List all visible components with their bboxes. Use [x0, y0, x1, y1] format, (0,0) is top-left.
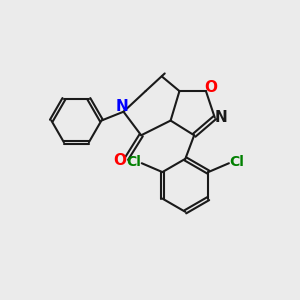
- Text: N: N: [215, 110, 228, 125]
- Text: O: O: [205, 80, 218, 95]
- Text: O: O: [113, 153, 127, 168]
- Text: Cl: Cl: [126, 155, 141, 169]
- Text: N: N: [116, 99, 128, 114]
- Text: Cl: Cl: [230, 155, 244, 169]
